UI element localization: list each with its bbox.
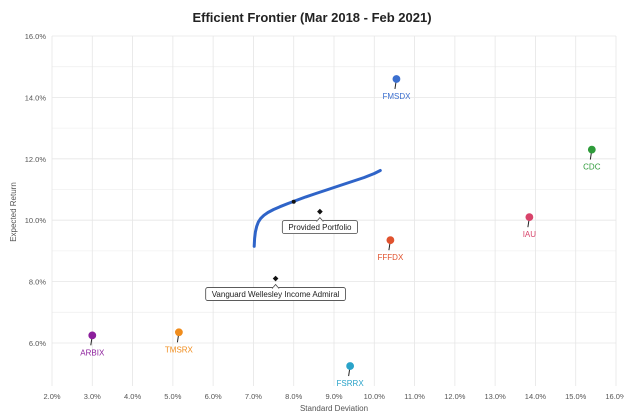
portfolio-callout-pointer-cover	[272, 287, 279, 289]
asset-point: CDC	[583, 145, 601, 172]
asset-point: FFFDX	[378, 236, 404, 262]
portfolio-label: Vanguard Wellesley Income Admiral	[212, 290, 340, 299]
x-tick-label: 16.0%	[605, 392, 624, 401]
asset-point: ARBIX	[80, 331, 105, 357]
x-tick-label: 7.0%	[245, 392, 262, 401]
asset-point: TMSRX	[165, 328, 194, 354]
chart-title: Efficient Frontier (Mar 2018 - Feb 2021)	[192, 10, 431, 25]
asset-label: FFFDX	[378, 253, 404, 262]
y-axis-label: Expected Return	[9, 182, 18, 242]
portfolio-marker	[317, 208, 323, 215]
asset-marker	[346, 362, 355, 370]
x-tick-label: 9.0%	[325, 392, 342, 401]
x-tick-label: 5.0%	[164, 392, 181, 401]
asset-label: FMSDX	[382, 92, 411, 101]
portfolio-point: Vanguard Wellesley Income Admiral	[205, 275, 346, 301]
portfolio-callouts: Provided Portfolio Vanguard Wellesley Inc…	[205, 208, 358, 301]
asset-marker	[386, 236, 395, 245]
y-tick-label: 16.0%	[25, 32, 47, 41]
x-tick-label: 2.0%	[43, 392, 60, 401]
grid-layer	[51, 35, 617, 386]
tick-labels: 2.0% 3.0% 4.0% 5.0% 6.0% 7.0% 8.0% 9.0% 10.0% 11.…	[25, 32, 624, 401]
portfolio-callout-pointer-cover	[317, 220, 323, 223]
x-tick-label: 13.0%	[485, 392, 507, 401]
asset-marker	[525, 213, 534, 222]
y-tick-label: 8.0%	[29, 278, 46, 287]
portfolio-marker	[272, 275, 279, 282]
x-tick-label: 14.0%	[525, 392, 547, 401]
asset-label: IAU	[523, 230, 537, 239]
asset-marker	[392, 75, 401, 83]
asset-marker	[88, 331, 97, 340]
asset-point: FMSDX	[382, 75, 411, 101]
portfolio-point: Provided Portfolio	[281, 208, 358, 235]
portfolio-label: Provided Portfolio	[288, 223, 352, 232]
x-tick-label: 11.0%	[404, 392, 425, 401]
frontier-line	[252, 169, 382, 248]
frontier-portfolio-marker	[291, 199, 296, 204]
x-axis-label: Standard Deviation	[300, 404, 368, 413]
asset-label: TMSRX	[165, 345, 194, 354]
y-tick-label: 12.0%	[25, 155, 47, 164]
x-tick-label: 6.0%	[205, 392, 222, 401]
y-tick-label: 14.0%	[25, 93, 47, 102]
asset-label: CDC	[583, 163, 601, 172]
asset-marker	[174, 328, 183, 337]
asset-point: IAU	[523, 213, 537, 239]
x-tick-label: 12.0%	[444, 392, 466, 401]
x-tick-label: 8.0%	[285, 392, 302, 401]
x-tick-label: 3.0%	[84, 392, 101, 401]
y-tick-label: 10.0%	[25, 216, 47, 225]
asset-label: ARBIX	[80, 348, 105, 357]
x-tick-label: 4.0%	[124, 392, 141, 401]
x-tick-label: 15.0%	[565, 392, 587, 401]
frontier-layer	[252, 169, 382, 248]
asset-label: FSRRX	[337, 379, 365, 388]
asset-layer: FMSDX CDC IAU FFFDX ARBIX TMSRX FSRRX	[80, 75, 601, 388]
y-tick-label: 6.0%	[29, 339, 46, 348]
asset-marker	[587, 145, 596, 154]
x-tick-label: 10.0%	[364, 392, 386, 401]
asset-point: FSRRX	[337, 362, 365, 388]
portfolio-callout-pointer	[316, 216, 324, 222]
portfolio-callout-pointer	[271, 283, 280, 289]
